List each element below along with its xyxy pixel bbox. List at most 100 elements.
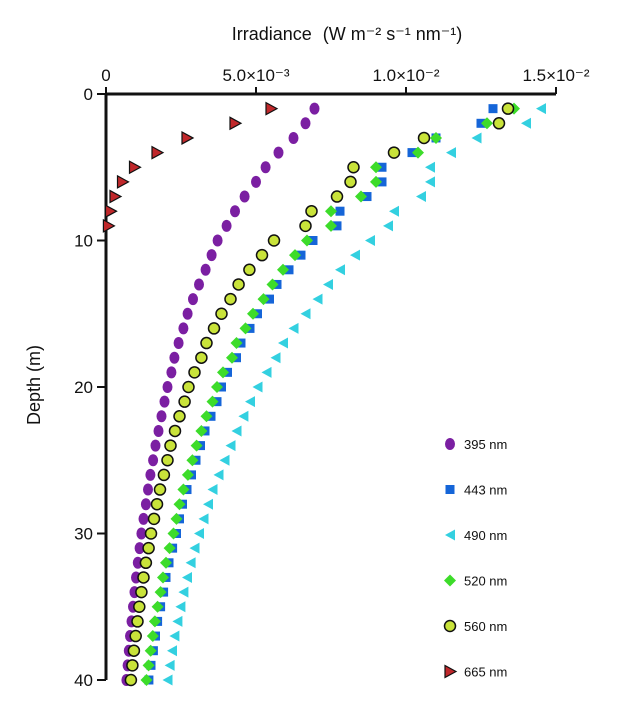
data-point: [266, 278, 279, 291]
data-point: [232, 278, 245, 291]
data-point: [355, 190, 367, 203]
data-point: [195, 351, 208, 364]
data-point: [238, 410, 249, 422]
data-point: [200, 336, 213, 350]
data-point: [167, 645, 177, 657]
data-point: [182, 380, 195, 394]
data-point: [224, 292, 237, 306]
data-point: [147, 512, 161, 526]
data-point: [194, 278, 204, 291]
data-point: [252, 381, 263, 393]
data-point: [178, 586, 189, 598]
data-point: [247, 307, 259, 320]
data-point: [243, 263, 256, 277]
y-tick-label: 10: [74, 232, 93, 251]
data-point: [278, 337, 288, 349]
legend-marker: [445, 438, 455, 450]
data-point: [207, 322, 221, 335]
data-point: [182, 571, 192, 583]
data-point: [300, 308, 311, 320]
legend-marker: [444, 664, 458, 679]
legend-label: 443 nm: [464, 483, 507, 498]
data-point: [299, 219, 312, 233]
data-point: [471, 132, 482, 144]
data-point: [211, 381, 223, 393]
data-marks: [102, 101, 546, 687]
data-point: [194, 528, 204, 539]
data-point: [143, 483, 153, 496]
data-point: [160, 556, 172, 569]
series-395-nm: [121, 102, 320, 686]
y-axis-title: Depth (m): [24, 345, 44, 425]
data-point: [163, 542, 176, 555]
data-point: [162, 674, 173, 686]
data-point: [188, 366, 201, 379]
data-point: [501, 102, 515, 115]
data-point: [195, 424, 208, 437]
data-point: [157, 571, 169, 584]
data-point: [325, 205, 337, 218]
data-point: [206, 249, 217, 262]
data-point: [251, 175, 261, 188]
data-point: [159, 395, 170, 408]
data-point: [309, 102, 320, 115]
y-tick-label: 20: [74, 378, 93, 397]
legend-label: 520 nm: [464, 574, 507, 589]
data-point: [189, 542, 200, 554]
data-point: [230, 205, 240, 218]
data-point: [270, 352, 281, 364]
data-point: [200, 410, 213, 423]
data-point: [156, 410, 167, 423]
data-point: [129, 629, 142, 643]
data-point: [142, 541, 155, 555]
data-point: [305, 204, 318, 218]
data-point: [347, 161, 360, 174]
legend-marker: [443, 619, 457, 633]
data-point: [137, 571, 150, 584]
data-point: [330, 190, 344, 203]
data-point: [102, 218, 116, 233]
data-point: [169, 630, 180, 642]
legend-label: 490 nm: [464, 528, 507, 543]
data-point: [312, 293, 323, 305]
x-axis-title-text: Irradiance: [232, 24, 312, 44]
data-point: [217, 366, 229, 379]
data-point: [170, 512, 183, 525]
data-point: [488, 104, 498, 114]
x-tick-label: 0: [101, 66, 110, 85]
data-point: [167, 527, 180, 540]
data-point: [173, 410, 186, 423]
x-tick-label: 1.0×10⁻²: [372, 66, 439, 85]
legend-marker: [445, 529, 455, 541]
data-point: [260, 161, 271, 174]
data-point: [104, 204, 118, 219]
data-point: [109, 189, 123, 204]
data-point: [178, 395, 191, 408]
data-point: [231, 425, 242, 437]
series-560-nm: [124, 102, 515, 687]
data-point: [521, 117, 531, 129]
data-point: [169, 351, 180, 364]
y-tick-label: 0: [84, 85, 93, 104]
data-point: [383, 220, 393, 232]
legend-label: 395 nm: [464, 437, 507, 452]
data-point: [144, 527, 158, 540]
data-point: [370, 161, 382, 174]
data-point: [277, 263, 289, 276]
data-point: [148, 615, 161, 628]
data-point: [289, 249, 301, 262]
data-point: [138, 512, 149, 525]
y-tick-label: 30: [74, 525, 93, 544]
data-point: [185, 557, 196, 569]
data-point: [325, 219, 337, 232]
data-point: [257, 293, 270, 306]
series-490-nm: [162, 103, 546, 686]
data-point: [140, 674, 153, 686]
data-point: [301, 234, 313, 247]
data-point: [207, 484, 218, 496]
data-point: [150, 497, 164, 511]
data-point: [335, 264, 345, 276]
data-point: [157, 468, 171, 482]
data-point: [412, 146, 424, 159]
data-point: [135, 585, 148, 599]
